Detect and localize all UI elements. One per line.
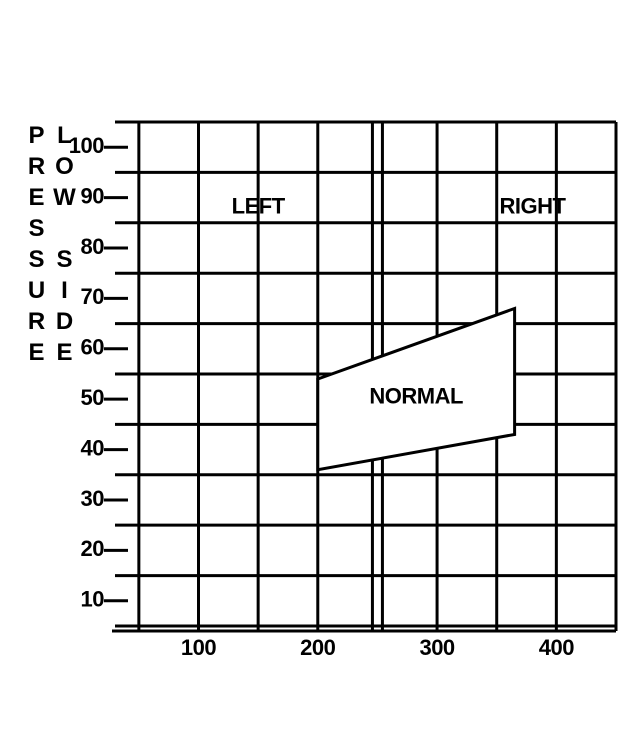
- y-tick-label: 20: [81, 536, 105, 561]
- x-tick-label: 300: [419, 635, 454, 660]
- y-tick-label: 40: [81, 435, 105, 460]
- y-tick-label: 50: [81, 385, 105, 410]
- x-tick-label: 400: [539, 635, 574, 660]
- y-tick-label: 100: [69, 133, 104, 158]
- annotation: RIGHT: [500, 193, 567, 218]
- x-tick-label: 200: [300, 635, 335, 660]
- y-tick-label: 10: [81, 587, 105, 612]
- y-tick-label: 80: [81, 234, 105, 259]
- annotation: LEFT: [232, 193, 286, 218]
- x-tick-label: 100: [181, 635, 216, 660]
- y-tick-label: 60: [81, 335, 105, 360]
- y-tick-label: 90: [81, 183, 105, 208]
- y-axis-label: LOW SIDE PRESSURE: [23, 122, 78, 370]
- region-label: NORMAL: [369, 384, 463, 409]
- y-tick-label: 70: [81, 284, 105, 309]
- y-tick-label: 30: [81, 486, 105, 511]
- normal-region: [316, 306, 517, 472]
